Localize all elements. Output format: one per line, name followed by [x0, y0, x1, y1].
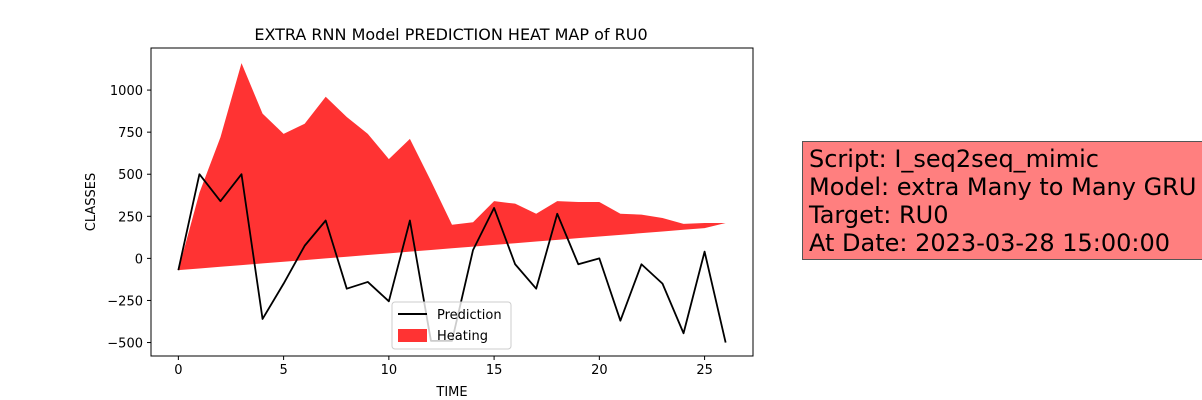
- y-tick-label: 250: [118, 210, 143, 225]
- x-tick-label: 10: [381, 363, 398, 378]
- x-tick-label: 5: [279, 363, 287, 378]
- x-axis-label: TIME: [435, 385, 467, 400]
- info-model: Model: extra Many to Many GRU: [809, 173, 1197, 201]
- y-tick-label: −500: [107, 337, 143, 352]
- legend-heating-swatch: [398, 329, 427, 342]
- info-date: At Date: 2023-03-28 15:00:00: [809, 229, 1171, 257]
- y-axis-label: CLASSES: [84, 173, 99, 231]
- y-tick-label: −250: [107, 294, 143, 309]
- x-axis: 0 5 10 15 20 25: [174, 356, 713, 378]
- y-tick-label: 0: [135, 252, 143, 267]
- legend-prediction-label: Prediction: [437, 308, 502, 323]
- y-axis: −500 −250 0 250 500 750 1000: [107, 84, 151, 352]
- y-tick-label: 500: [118, 168, 143, 183]
- x-tick-label: 15: [486, 363, 503, 378]
- plot-area: [177, 63, 727, 343]
- x-tick-label: 25: [696, 363, 713, 378]
- info-script: Script: I_seq2seq_mimic: [809, 145, 1099, 173]
- heating-area: [178, 63, 726, 271]
- info-box: Script: I_seq2seq_mimic Model: extra Man…: [802, 141, 1202, 260]
- x-tick-label: 20: [591, 363, 608, 378]
- chart-title: EXTRA RNN Model PREDICTION HEAT MAP of R…: [254, 25, 647, 44]
- legend-heating-label: Heating: [437, 329, 488, 344]
- y-tick-label: 1000: [110, 84, 143, 99]
- plot-frame: [150, 47, 754, 357]
- x-tick-label: 0: [174, 363, 182, 378]
- y-tick-label: 750: [118, 126, 143, 141]
- info-target: Target: RU0: [809, 201, 949, 229]
- legend: Prediction Heating: [391, 301, 512, 350]
